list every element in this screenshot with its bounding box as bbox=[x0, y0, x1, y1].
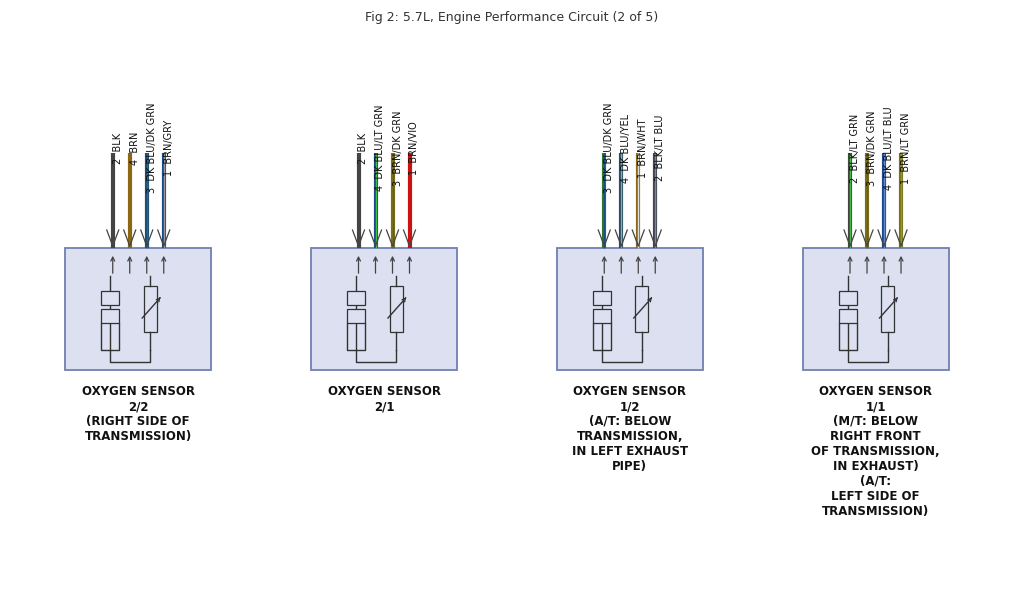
Bar bbox=[143, 286, 157, 332]
Text: 2  BLK: 2 BLK bbox=[358, 132, 369, 163]
Bar bbox=[881, 286, 894, 332]
Bar bbox=[593, 309, 610, 323]
Text: Fig 2: 5.7L, Engine Performance Circuit (2 of 5): Fig 2: 5.7L, Engine Performance Circuit … bbox=[366, 11, 658, 25]
Text: OXYGEN SENSOR
1/2
(A/T: BELOW
TRANSMISSION,
IN LEFT EXHAUST
PIPE): OXYGEN SENSOR 1/2 (A/T: BELOW TRANSMISSI… bbox=[571, 385, 688, 473]
Text: 1  BRN/VIO: 1 BRN/VIO bbox=[410, 121, 420, 175]
Bar bbox=[557, 248, 702, 370]
Bar bbox=[101, 309, 119, 323]
Bar bbox=[347, 291, 365, 305]
Text: 1  BRN/GRY: 1 BRN/GRY bbox=[164, 120, 174, 176]
Text: 2  BLK/LT GRN: 2 BLK/LT GRN bbox=[850, 113, 860, 183]
Text: 4  DK BLU/LT GRN: 4 DK BLU/LT GRN bbox=[376, 105, 385, 191]
Text: 1  BRN/LT GRN: 1 BRN/LT GRN bbox=[901, 112, 911, 183]
Text: OXYGEN SENSOR
2/1: OXYGEN SENSOR 2/1 bbox=[328, 385, 440, 413]
Bar bbox=[311, 248, 457, 370]
Text: 3  BRN/DK GRN: 3 BRN/DK GRN bbox=[867, 110, 877, 186]
Text: 3  DK BLU/DK GRN: 3 DK BLU/DK GRN bbox=[604, 103, 614, 194]
Bar bbox=[803, 248, 948, 370]
Text: 4  DK BLU/YEL: 4 DK BLU/YEL bbox=[622, 113, 631, 182]
Text: 1  BRN/WHT: 1 BRN/WHT bbox=[638, 118, 648, 178]
Bar bbox=[101, 291, 119, 305]
Bar bbox=[635, 286, 648, 332]
Bar bbox=[839, 309, 856, 323]
Bar bbox=[347, 309, 365, 323]
Text: 2  BLK/LT BLU: 2 BLK/LT BLU bbox=[655, 115, 666, 181]
Text: 4  BRN: 4 BRN bbox=[130, 132, 139, 165]
Bar bbox=[66, 248, 211, 370]
Text: 4  DK BLU/LT BLU: 4 DK BLU/LT BLU bbox=[884, 106, 894, 190]
Text: 3  DK BLU/DK GRN: 3 DK BLU/DK GRN bbox=[146, 103, 157, 194]
Text: 3  BRN/DK GRN: 3 BRN/DK GRN bbox=[392, 110, 402, 186]
Text: OXYGEN SENSOR
1/1
(M/T: BELOW
RIGHT FRONT
OF TRANSMISSION,
IN EXHAUST)
(A/T:
LEF: OXYGEN SENSOR 1/1 (M/T: BELOW RIGHT FRON… bbox=[811, 385, 940, 518]
Bar bbox=[839, 291, 856, 305]
Text: OXYGEN SENSOR
2/2
(RIGHT SIDE OF
TRANSMISSION): OXYGEN SENSOR 2/2 (RIGHT SIDE OF TRANSMI… bbox=[82, 385, 195, 443]
Bar bbox=[593, 291, 610, 305]
Text: 2  BLK: 2 BLK bbox=[113, 132, 123, 163]
Bar bbox=[389, 286, 402, 332]
